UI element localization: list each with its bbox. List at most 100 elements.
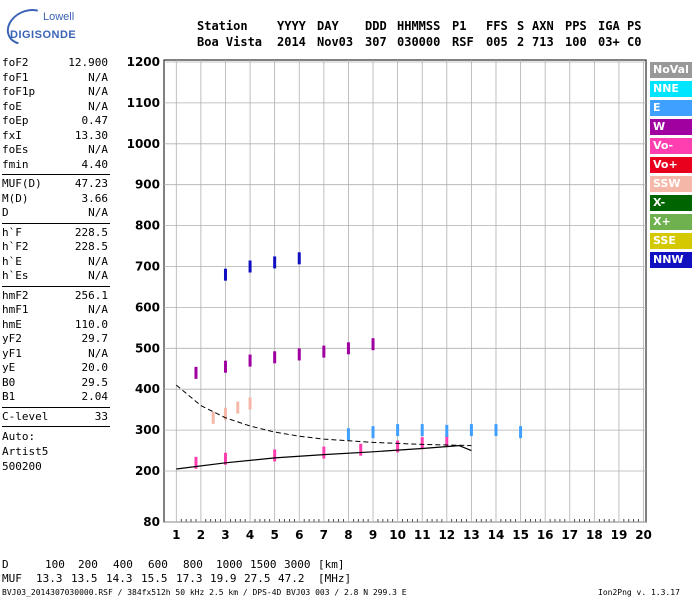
logo-top-text: Lowell [43,11,75,23]
header-value-ps: C0 [627,35,642,49]
header-label-day: DAY [317,19,339,33]
y-tick-label: 400 [135,382,160,396]
parameter-panel: foF2 12.900 foF1 N/A foF1p N/A foE N/A foEp 0… [2,56,110,474]
param-value: 20.0 [81,361,109,374]
param-row-hmf2: hmF2 256.1 [2,289,110,304]
param-name: hmF2 [2,288,29,302]
param-name: B0 [2,375,16,389]
param-value: N/A [88,99,108,113]
echo-point [494,424,498,437]
header-label-s: S [517,19,525,33]
footer-muf-value: 15.5 [141,572,168,585]
footer-muf-value: 13.3 [36,572,63,585]
header-value-iga: 03+ [598,35,620,49]
footer-d-value: 600 [148,558,168,571]
separator [2,222,110,224]
separator [2,406,110,408]
legend-item-x-plus: X+ [650,214,692,230]
header-value-day: Nov03 [317,35,354,49]
param-value: N/A [88,70,108,84]
echo-point [359,443,363,456]
auto-label: Auto: [2,430,36,443]
param-row-fxi: fxI 13.30 [2,129,110,144]
param-row-yf2: yF2 29.7 [2,332,110,347]
separator [2,426,110,427]
footer-d-label: D [2,558,9,571]
echo-point [445,434,449,447]
header-value-pps: 100 [565,35,587,49]
y-tick-label: 500 [135,341,160,355]
echo-point [248,354,252,367]
footer-muf-unit: [MHz] [318,572,352,585]
header-value-year: 2014 [277,35,306,49]
lowell-digisonde-logo: Lowell DIGISONDE [0,2,76,52]
x-tick-label: 12 [438,528,455,542]
param-value: 13.30 [74,128,108,142]
legend-item-nnw: NNW [650,252,692,268]
echo-point [223,452,227,465]
param-row-c-level: C-level 33 [2,410,110,425]
param-name: hmF1 [2,303,29,316]
separator [2,174,110,175]
echo-point [273,351,277,364]
param-value: 2.04 [81,390,109,403]
echo-point [194,366,198,379]
param-name: foF1 [2,70,29,84]
param-name: foE [2,99,22,113]
y-tick-label: 800 [135,219,160,233]
param-value: 110.0 [74,317,108,331]
y-tick-label: 900 [135,178,160,192]
echo-point [273,449,277,462]
dashed-trace-curve [175,384,472,447]
x-tick-label: 17 [561,528,578,542]
plot-frame [163,59,647,523]
param-row-he: h`E N/A [2,255,110,270]
legend-item-vo-plus: Vo+ [650,157,692,173]
footer-d-value: 800 [183,558,203,571]
echo-point [346,428,350,441]
param-name: M(D) [2,191,29,205]
footer-muf-value: 27.5 [244,572,271,585]
header-label-year: YYYY [277,19,306,33]
echo-point [469,424,473,437]
y-tick-label: 1100 [127,96,160,110]
param-name: fxI [2,128,22,142]
header-label-time: HHMMSS [397,19,441,33]
header-value-ffs: 005 [486,35,508,49]
param-value: N/A [88,143,108,156]
param-name: hmE [2,317,22,331]
echo-point [248,397,252,410]
param-value: 33 [94,409,108,423]
header-value-time: 030000 [397,35,441,49]
param-value: 228.5 [74,240,108,253]
x-tick-label: 3 [221,528,229,542]
parameter-group-critical-frequencies: foF2 12.900 foF1 N/A foF1p N/A foE N/A foEp 0… [2,56,110,172]
param-value: N/A [88,85,108,98]
x-tick-label: 19 [611,528,628,542]
x-tick-label: 16 [537,528,554,542]
artist-version: Artist5 [2,445,49,458]
legend-item-noval: NoVal [650,62,692,78]
param-row-fof1: foF1 N/A [2,71,110,86]
x-tick-label: 10 [389,528,406,542]
param-name: foEp [2,114,29,127]
footer-muf-label: MUF [2,572,22,585]
legend-item-nne: NNE [650,81,692,97]
direction-legend: NoVal NNE E W Vo- Vo+ SSW X- X+ SSE NNW [650,62,692,271]
param-name: C-level [2,409,49,423]
x-tick-label: 2 [197,528,205,542]
footer-d-value: 400 [113,558,133,571]
param-value: N/A [88,346,108,360]
param-row-fof1p: foF1p N/A [2,85,110,100]
echo-point [396,424,400,437]
header-value-doy: 307 [365,35,387,49]
param-value: 256.1 [74,288,108,302]
x-tick-label: 14 [488,528,505,542]
param-row-hme: hmE 110.0 [2,318,110,333]
artist-code: 500200 [2,460,42,473]
param-row-md: M(D) 3.66 [2,192,110,207]
y-tick-label: 1200 [127,55,160,69]
header-value-axn: 713 [532,35,554,49]
echo-point [371,338,375,351]
parameter-group-virtual-heights: h`F 228.5 h`F2 228.5 h`E N/A h`Es N/A [2,226,110,284]
